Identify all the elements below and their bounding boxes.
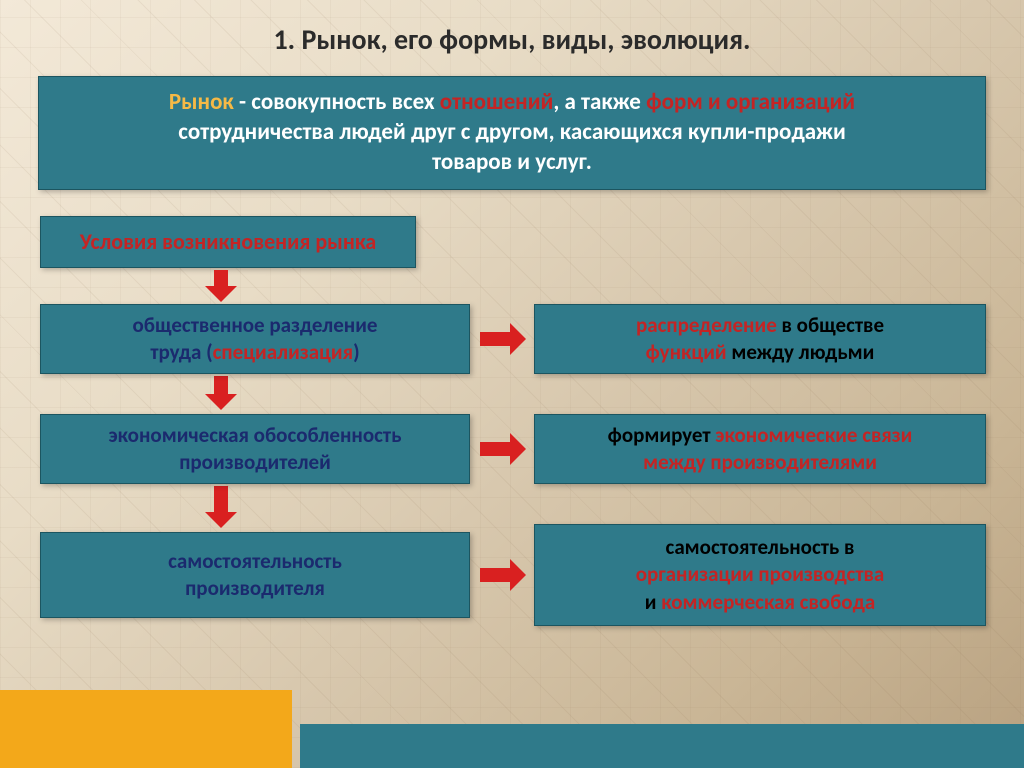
box-accent: распределение <box>636 312 782 338</box>
conditions-box: Условия возникновения рынка <box>40 216 416 268</box>
box-text: формирует <box>608 422 716 448</box>
box-text: и <box>645 589 661 615</box>
distribution-box: распределение в обществе функций между л… <box>534 304 986 374</box>
box-text: ) <box>353 339 360 365</box>
conditions-label: Условия возникновения рынка <box>80 228 377 257</box>
def-text: , а также <box>553 88 646 116</box>
economic-links-box: формирует экономические связи между прои… <box>534 414 986 484</box>
def-term: Рынок <box>169 88 239 116</box>
def-accent: форм и организаций <box>646 88 855 116</box>
box-text: самостоятельность <box>168 548 342 574</box>
box-text: экономическая обособленность <box>108 422 401 448</box>
box-accent: организации производства <box>636 561 885 587</box>
def-text: сотрудничества людей друг с другом, каса… <box>178 118 846 146</box>
box-text: между людьми <box>731 339 874 365</box>
box-text: в обществе <box>782 312 885 338</box>
box-accent: функций <box>646 339 732 365</box>
box-text: производителей <box>179 449 331 475</box>
footer-accent-yellow <box>0 690 292 768</box>
footer-bar <box>0 690 1024 768</box>
box-accent: между производителями <box>643 449 877 475</box>
producer-independence-box: самостоятельность производителя <box>40 532 470 618</box>
self-organization-box: самостоятельность в организации производ… <box>534 524 986 626</box>
footer-accent-teal <box>300 724 1024 768</box>
definition-box: Рынок - совокупность всех отношений, а т… <box>38 76 986 190</box>
box-text: общественное разделение <box>133 312 378 338</box>
box-text: труда ( <box>150 339 212 365</box>
def-accent: отношений <box>440 88 554 116</box>
labor-division-box: общественное разделение труда (специализ… <box>40 304 470 374</box>
box-text: самостоятельность в <box>666 534 855 560</box>
def-text: - совокупность всех <box>239 88 440 116</box>
economic-isolation-box: экономическая обособленность производите… <box>40 414 470 484</box>
box-accent: экономические связи <box>715 422 912 448</box>
box-accent: коммерческая свобода <box>661 589 875 615</box>
box-accent: специализация <box>213 339 353 365</box>
slide-title: 1. Рынок, его формы, виды, эволюция. <box>0 22 1024 57</box>
box-text: производителя <box>185 575 325 601</box>
def-text: товаров и услуг. <box>432 148 592 176</box>
